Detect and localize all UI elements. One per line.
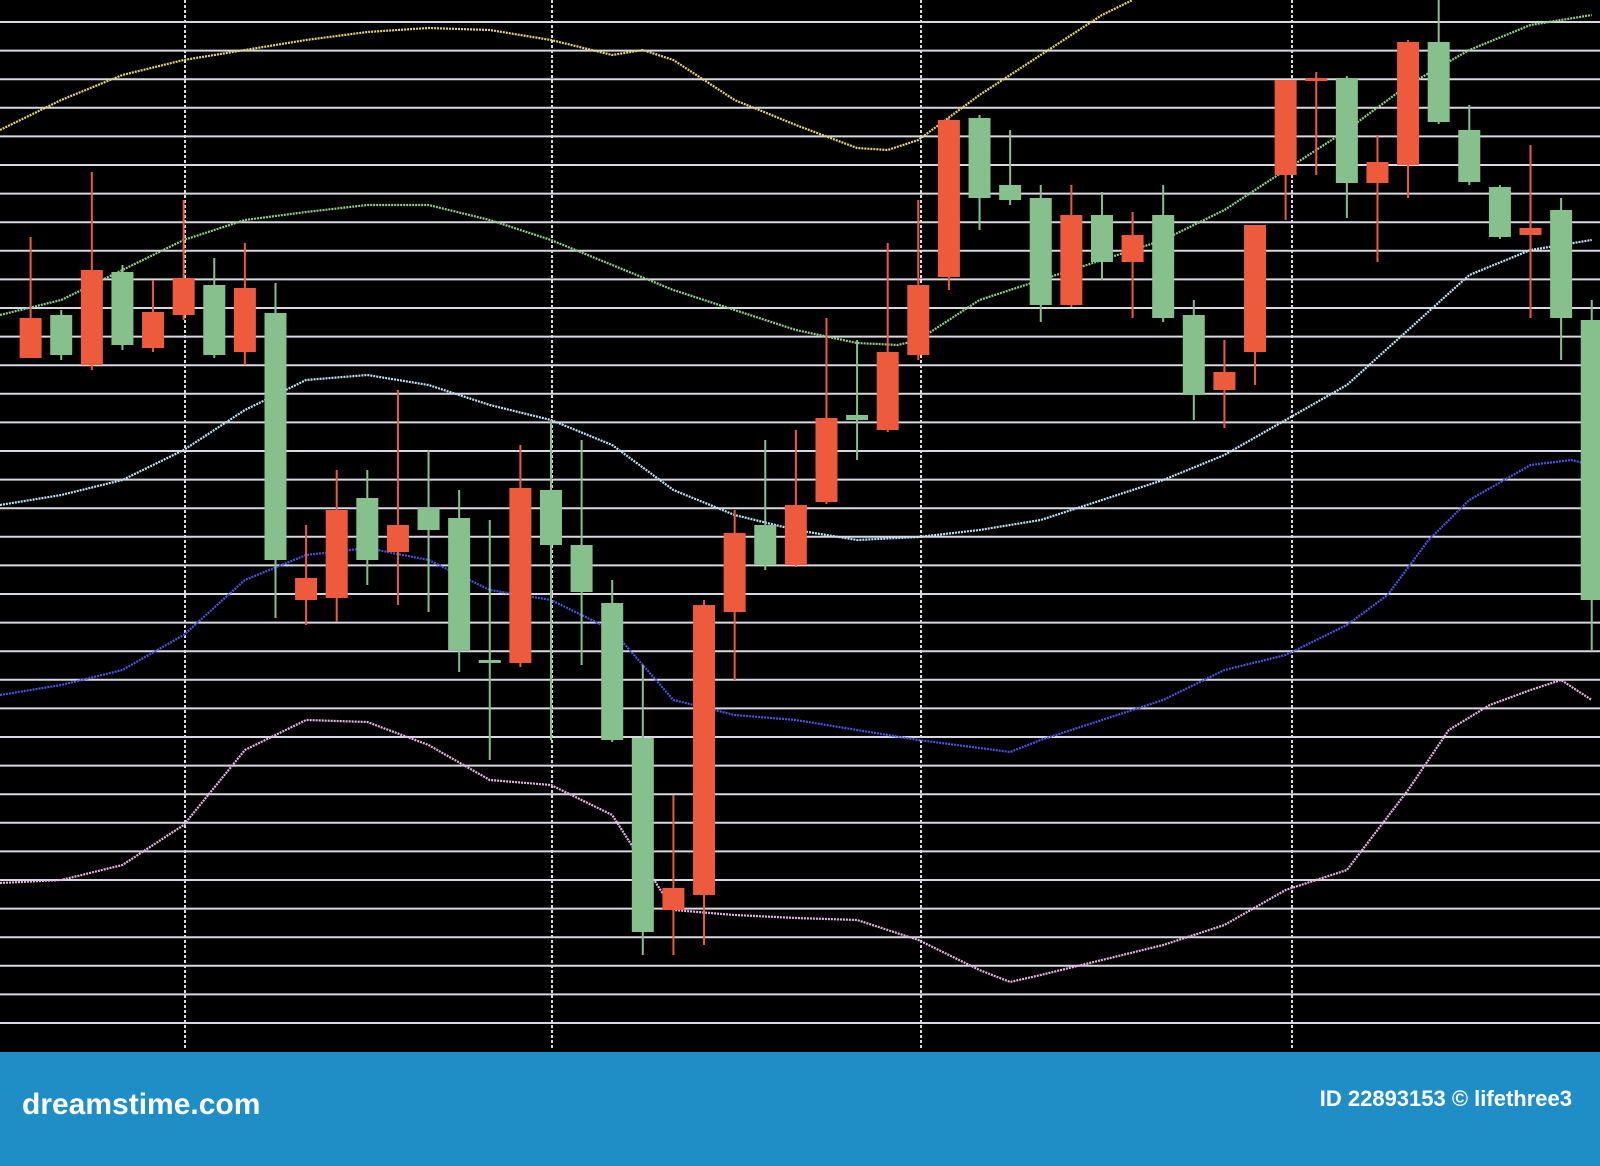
candle-body — [80, 270, 103, 365]
candle-body — [111, 272, 134, 345]
brand: dreamstime.com — [22, 1088, 261, 1121]
candle-body — [142, 312, 165, 348]
candle-body — [1244, 225, 1267, 352]
candle-body — [784, 505, 807, 565]
candle-body — [1519, 228, 1542, 235]
candle-body — [386, 525, 409, 552]
candle-body — [1366, 162, 1389, 183]
candle-body — [999, 185, 1022, 200]
candle-body — [325, 510, 348, 598]
candle-body — [1305, 78, 1328, 81]
candle-body — [693, 605, 716, 895]
candle-body — [1274, 80, 1297, 175]
candle-body — [907, 285, 930, 355]
indicator-line — [0, 678, 1593, 984]
candle-body — [937, 120, 960, 277]
candle-body — [417, 508, 440, 530]
candle-body — [1458, 130, 1481, 182]
indicator-line — [0, 458, 1592, 754]
candle-body — [509, 488, 532, 663]
chart — [0, 0, 1600, 1050]
candle-body — [754, 525, 777, 565]
candle-body — [1580, 320, 1600, 600]
candle-body — [1213, 372, 1236, 390]
candle-body — [1029, 198, 1052, 305]
candle-body — [539, 490, 562, 545]
candle-body — [448, 518, 471, 650]
candle-body — [570, 545, 593, 592]
candle-body — [1427, 42, 1450, 122]
candle-body — [356, 498, 379, 560]
candle-body — [1550, 210, 1573, 318]
candle-body — [631, 738, 654, 932]
candle-body — [1090, 215, 1113, 262]
candle-body — [846, 415, 869, 420]
candle-body — [1182, 315, 1205, 395]
candle-body — [478, 660, 501, 663]
candle-body — [50, 315, 73, 355]
candle-body — [1397, 42, 1420, 165]
candle-body — [203, 285, 226, 355]
candle-body — [264, 313, 287, 560]
credit: ID 22893153 © lifethree3 — [1319, 1086, 1572, 1111]
candle-body — [815, 418, 838, 502]
candle-body — [662, 888, 685, 910]
candle-body — [723, 533, 746, 612]
candle-body — [233, 288, 256, 352]
candle-body — [1060, 215, 1083, 305]
candle-body — [968, 118, 991, 198]
candle-body — [1121, 235, 1144, 262]
candle-body — [1152, 215, 1175, 318]
candle-body — [1488, 187, 1511, 237]
candle-body — [601, 603, 624, 740]
candle-body — [295, 578, 318, 600]
indicator-line — [0, 0, 1134, 152]
candle-body — [19, 318, 42, 358]
footer-banner: dreamstime.com ID 22893153 © lifethree3 — [0, 1052, 1600, 1166]
candle-body — [172, 278, 195, 315]
candle-body — [876, 352, 899, 430]
candle-body — [1335, 78, 1358, 183]
